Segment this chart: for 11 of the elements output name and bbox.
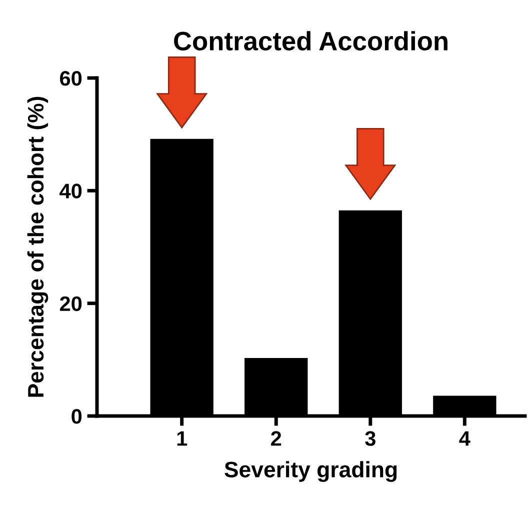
y-tick-label: 0 xyxy=(72,409,82,424)
x-tick-label: 4 xyxy=(459,431,470,446)
x-tick-label: 1 xyxy=(177,431,188,446)
x-tick-label: 2 xyxy=(271,431,282,446)
x-axis-title: Severity grading xyxy=(224,461,397,482)
y-tick-label: 20 xyxy=(60,296,82,312)
chart-title: Contracted Accordion xyxy=(174,31,448,50)
y-tick-label: 40 xyxy=(60,184,82,198)
x-tick-label: 3 xyxy=(365,431,376,446)
y-axis-title: Percentage of the cohort (%) xyxy=(27,96,48,397)
y-tick-label: 60 xyxy=(60,71,82,86)
